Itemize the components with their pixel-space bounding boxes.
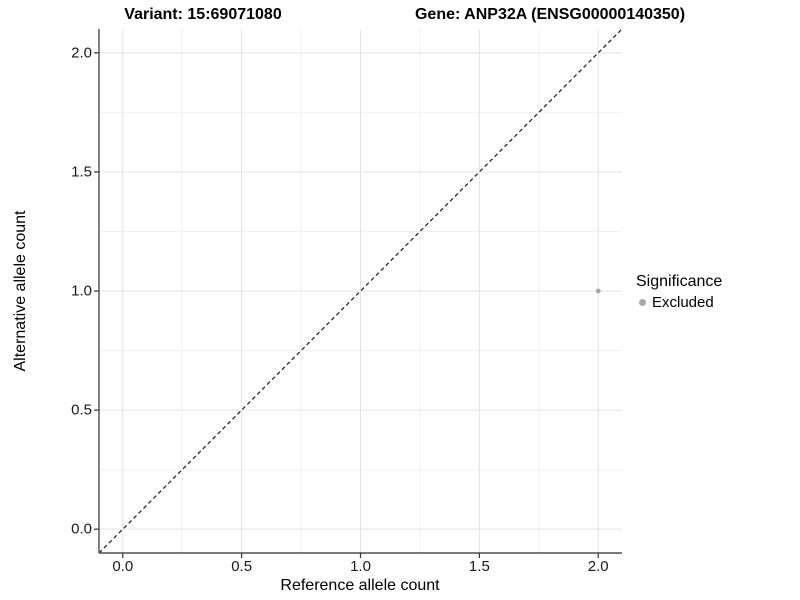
x-tick-label: 2.0 <box>587 558 609 575</box>
x-tick-label: 1.0 <box>350 558 371 575</box>
y-tick-label: 1.5 <box>71 163 92 181</box>
y-tick-label: 2.0 <box>71 44 92 62</box>
legend-item-label: Excluded <box>652 294 714 311</box>
identity-reference-line <box>98 28 623 554</box>
y-axis-title: Alternative allele count <box>12 210 29 372</box>
plot-title-gene: Gene: ANP32A (ENSG00000140350) <box>414 6 686 23</box>
x-tick-label: 1.5 <box>468 558 490 575</box>
y-tick-label: 1.0 <box>71 282 92 300</box>
data-point-excluded <box>595 288 601 294</box>
x-tick-label: 0.5 <box>231 558 253 575</box>
x-axis-title: Reference allele count <box>280 577 440 594</box>
y-tick-label: 0.5 <box>71 401 92 419</box>
legend-point-icon <box>639 299 646 306</box>
x-tick-label: 0.0 <box>112 558 134 575</box>
legend-title: Significance <box>636 273 723 290</box>
plot-title-variant: Variant: 15:69071080 <box>124 6 282 23</box>
y-tick-label: 0.0 <box>71 520 92 538</box>
legend: Significance Excluded <box>636 273 722 311</box>
legend-item-excluded: Excluded <box>636 294 722 311</box>
